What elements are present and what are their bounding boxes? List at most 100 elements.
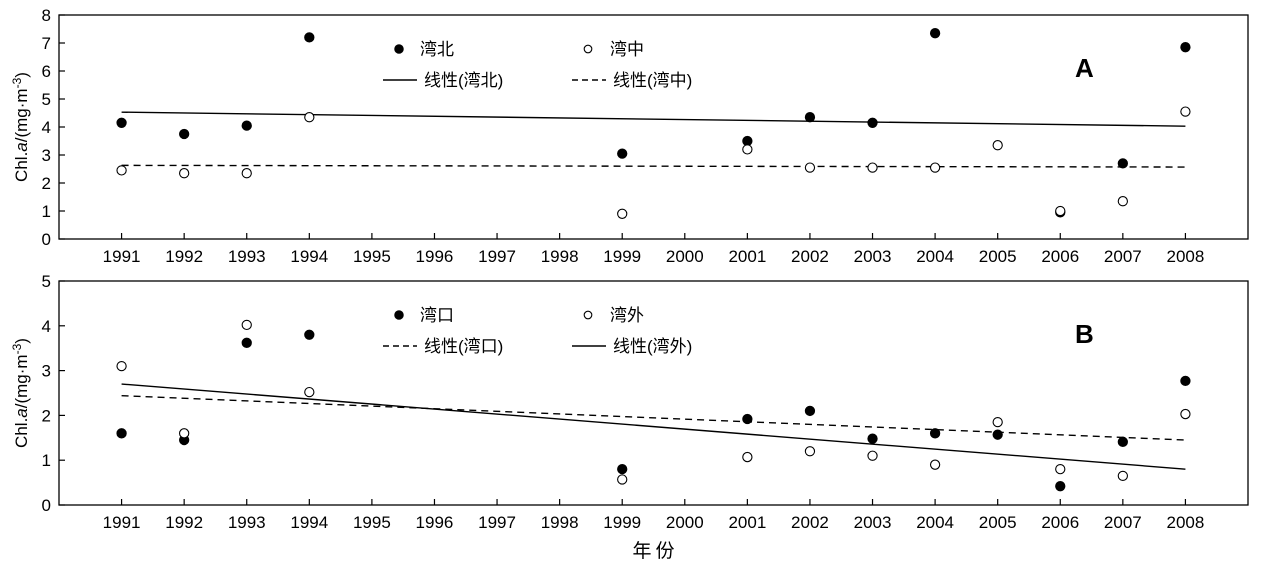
x-tick-label: 2002 [791,247,829,266]
x-tick-label: 2006 [1041,247,1079,266]
x-tick-label: 2000 [666,247,704,266]
panel-label: B [1075,319,1094,349]
data-point-open [742,451,753,463]
x-tick-label: 1994 [290,513,328,532]
chart-panel-b: 0 1 2 3 4 5 1991 1992 1993 1994 1995 1996 1997 1998 19… [10,272,1249,562]
y-tick-label: 3 [42,362,51,381]
x-tick-label: 1993 [228,247,266,266]
x-tick-label: 2003 [854,513,892,532]
x-tick-label: 2007 [1104,513,1142,532]
data-point-filled [804,405,816,417]
panel-label: A [1075,53,1094,83]
x-tick-label: 1995 [353,513,391,532]
data-point-filled [867,433,878,444]
data-point-open [1180,106,1191,117]
data-point-open [241,168,252,179]
x-axis-label: 年份 [632,540,678,562]
data-point-open [116,165,127,176]
data-point-filled [116,117,127,128]
legend-marker-filled [394,310,404,320]
x-tick-label: 2001 [728,247,766,266]
data-point-filled [1055,481,1066,492]
data-point-open [1055,205,1066,217]
x-tick-label: 1992 [165,513,203,532]
y-tick-label: 7 [42,34,51,53]
data-point-filled [1117,436,1128,447]
legend-label: 线性(湾口) [424,337,503,356]
data-point-open [992,416,1003,428]
data-point-open [929,459,941,470]
y-tick-label: 8 [42,6,51,25]
data-point-open [304,386,315,398]
data-point-filled [804,112,816,123]
data-point-open [241,319,252,331]
data-point-open [867,450,878,461]
x-tick-label: 1998 [541,513,579,532]
data-point-filled [1117,158,1128,169]
y-tick-label: 1 [42,451,51,470]
x-tick-label: 2008 [1167,513,1205,532]
y-tick-label: 4 [42,317,51,336]
legend-label: 湾北 [420,40,454,59]
data-point-open [804,446,816,457]
legend-label: 湾外 [610,306,644,325]
legend-label: 湾中 [610,40,644,59]
y-tick-label: 2 [42,174,51,193]
data-point-open [116,360,127,372]
x-tick-label: 2005 [979,247,1017,266]
x-tick-label: 1999 [603,513,641,532]
data-point-open [929,162,941,173]
x-tick-label: 1997 [478,247,516,266]
x-tick-label: 2000 [666,513,704,532]
data-point-open [179,168,190,179]
data-point-filled [742,135,753,147]
y-tick-label: 1 [42,202,51,221]
x-tick-label: 1995 [353,247,391,266]
data-point-filled [241,120,252,131]
data-point-open [1117,470,1128,482]
y-tick-label: 0 [42,230,51,249]
data-point-open [1055,464,1066,475]
legend-marker-open [583,44,593,54]
data-point-open [304,112,315,123]
x-tick-label: 2006 [1041,513,1079,532]
trendline-2 [121,383,1186,470]
data-point-open [992,140,1003,151]
y-axis-label: Chl.a/(mg·m-3) [10,72,31,182]
x-tick-label: 1998 [541,247,579,266]
data-point-open [1117,196,1128,207]
x-tick-label: 2008 [1167,247,1205,266]
y-tick-label: 0 [42,496,51,515]
legend-label: 线性(湾外) [613,337,692,356]
data-point-filled [617,148,628,159]
trendline-1 [121,111,1186,127]
trendline-2 [121,164,1186,168]
legend-label: 线性(湾北) [424,71,503,90]
data-point-filled [116,428,127,439]
x-tick-label: 2001 [728,513,766,532]
y-tick-label: 4 [42,118,51,137]
data-point-open [867,162,878,173]
x-tick-label: 2003 [854,247,892,266]
data-point-filled [929,28,941,39]
data-point-open [742,144,753,155]
y-tick-label: 5 [42,272,51,291]
x-tick-label: 1991 [103,513,141,532]
x-tick-label: 1997 [478,513,516,532]
data-point-open [179,428,190,439]
data-point-filled [867,117,878,128]
y-tick-label: 2 [42,406,51,425]
x-tick-label: 1991 [103,247,141,266]
x-tick-label: 1999 [603,247,641,266]
data-point-filled [1180,42,1191,53]
x-tick-label: 2002 [791,513,829,532]
data-point-filled [742,413,753,425]
x-tick-label: 2004 [916,513,954,532]
x-tick-label: 2005 [979,513,1017,532]
data-point-filled [241,337,252,348]
legend-label: 湾口 [420,306,454,325]
